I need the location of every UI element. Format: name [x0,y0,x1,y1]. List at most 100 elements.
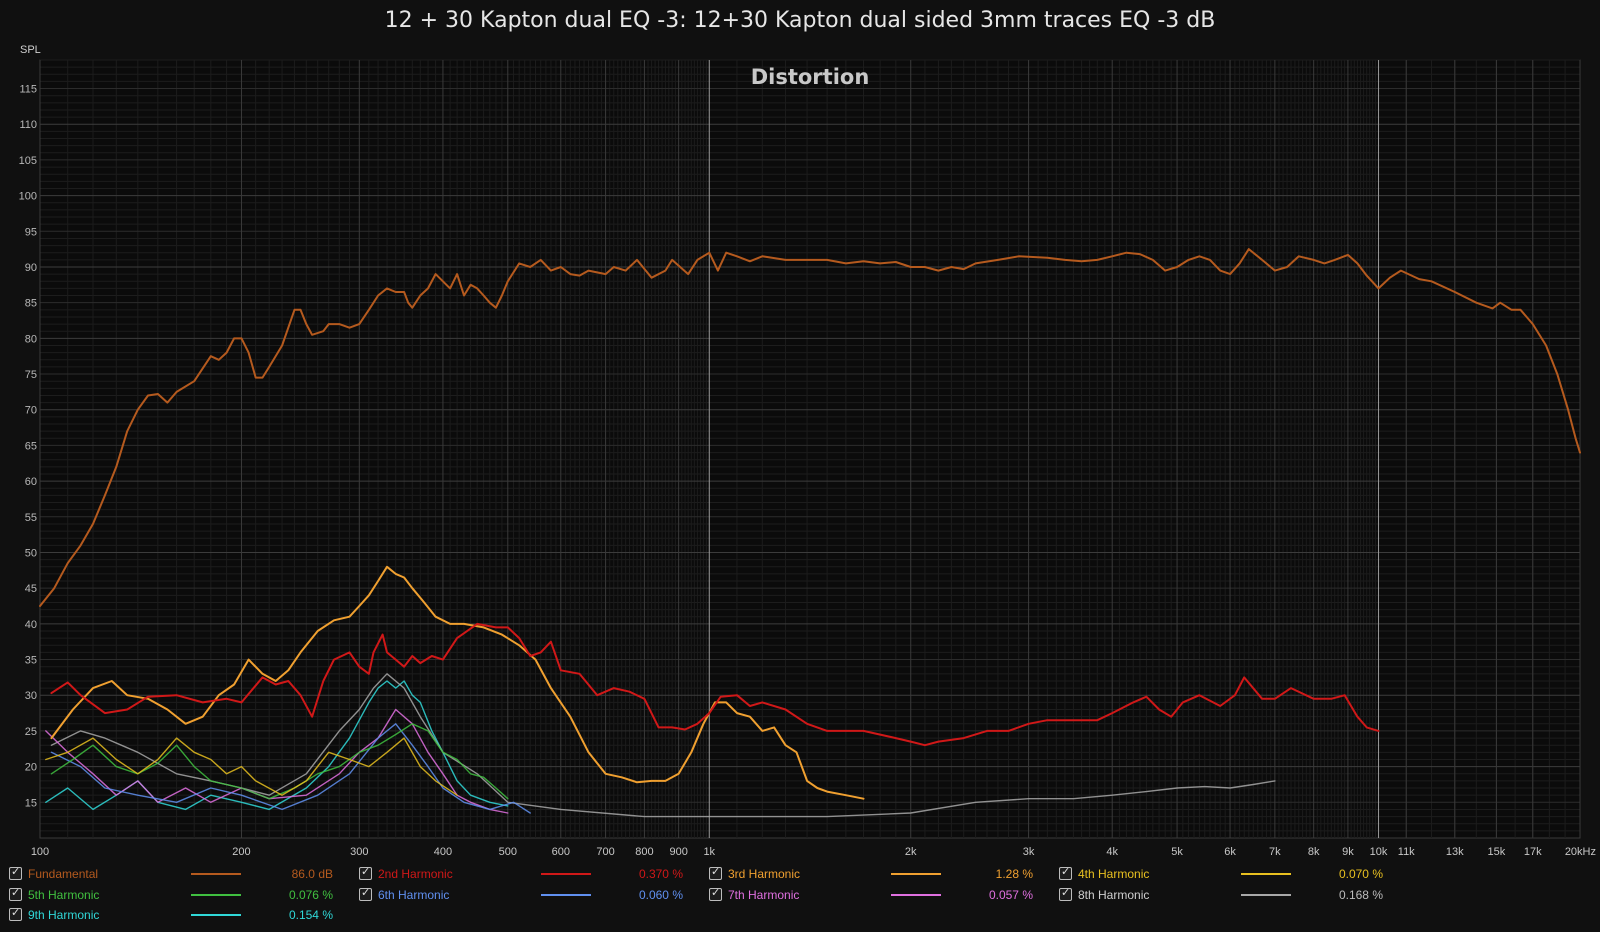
y-tick-label: 40 [25,619,37,631]
x-tick-label: 2k [905,846,917,858]
y-tick-label: 15 [25,797,37,809]
legend-label: 4th Harmonic [1078,867,1150,881]
legend-item-6th-harmonic: 6th Harmonic 0.060 % [358,885,698,905]
legend-label: 5th Harmonic [28,887,100,902]
y-tick-label: 95 [25,226,37,238]
x-tick-label: 1k [703,846,715,858]
series-lines [39,248,1581,818]
x-tick-label: 600 [552,846,570,858]
x-tick-label: 8k [1308,846,1320,858]
y-tick-label: 105 [19,155,37,167]
legend-swatch [191,893,241,896]
legend-value: 1.28 % [995,867,1033,881]
legend-value: 0.370 % [638,867,683,881]
legend-item-3rd-harmonic: 3rd Harmonic 1.28 % [708,864,1048,884]
legend-checkbox-8th-harmonic[interactable] [1059,886,1072,901]
legend-label: 7th Harmonic [728,887,800,902]
x-tick-label: 200 [232,846,250,858]
legend-swatch [891,873,941,875]
x-tick-label: 800 [635,846,653,858]
legend-item-4th-harmonic: 4th Harmonic 0.070 % [1058,864,1398,884]
plot-background [39,59,1581,839]
y-tick-label: 90 [25,262,37,274]
x-tick-label: 4k [1106,846,1118,858]
y-tick-label: 20 [25,762,37,774]
y-tick-label: 60 [25,476,37,488]
x-tick-label: 17k [1524,846,1542,858]
major-grid [39,60,1581,838]
x-tick-label: 700 [596,846,614,858]
y-tick-label: 50 [25,547,37,559]
series-fundamental-line [39,248,1581,607]
series-2nd-harmonic-line [50,622,1380,747]
series-4th-harmonic-line [45,737,458,796]
y-tick-label: 35 [25,655,37,667]
y-tick-label: 25 [25,726,37,738]
y-tick-label: 65 [25,440,37,452]
y-tick-label: 110 [19,119,37,131]
legend-label: 9th Harmonic [28,908,100,922]
y-axis-label: SPL [20,44,41,56]
legend-swatch [1241,873,1291,875]
legend-checkbox-7th-harmonic[interactable] [709,886,722,901]
legend-item-8th-harmonic: 8th Harmonic 0.168 % [1058,885,1398,905]
legend-label: 8th Harmonic [1078,887,1150,902]
legend-swatch [541,873,591,875]
legend-checkbox-4th-harmonic[interactable] [1059,865,1072,880]
x-tick-label: 500 [499,846,517,858]
legend-value: 0.070 % [1338,867,1383,881]
legend-item-2nd-harmonic: 2nd Harmonic 0.370 % [358,864,698,884]
x-tick-label: 5k [1171,846,1183,858]
legend-item-5th-harmonic: 5th Harmonic 0.076 % [8,885,348,905]
x-tick-label: 3k [1023,846,1035,858]
series-6th-harmonic-line [50,723,531,814]
x-tick-label: 900 [669,846,687,858]
legend-label: 3rd Harmonic [728,867,801,881]
legend-item-9th-harmonic: 9th Harmonic 0.154 % [8,905,348,925]
legend-item-7th-harmonic: 7th Harmonic 0.057 % [708,885,1048,905]
legend-checkbox-5th-harmonic[interactable] [9,886,22,901]
y-tick-label: 45 [25,583,37,595]
y-tick-label: 100 [19,191,37,203]
y-tick-label: 115 [19,84,37,96]
y-tick-label: 80 [25,333,37,345]
legend-checkbox-2nd-harmonic[interactable] [359,865,372,880]
y-tick-label: 30 [25,690,37,702]
legend-value: 0.154 % [288,908,333,922]
panel-label: Distortion [751,65,870,89]
legend-swatch [891,893,941,896]
x-tick-label: 15k [1488,846,1506,858]
x-axis-ticks: 100 200 300 400 500 600 700 800 900 1k 2k 3k 4k 5k 6k 7… [31,846,1596,858]
x-tick-label: 20kHz [1565,846,1596,858]
x-tick-label: 300 [350,846,368,858]
x-tick-label: 7k [1269,846,1281,858]
y-tick-label: 75 [25,369,37,381]
legend-value: 0.168 % [1338,887,1383,902]
legend-value: 0.060 % [638,887,683,902]
chart-title: 12 + 30 Kapton dual EQ -3: 12+30 Kapton … [384,8,1216,33]
legend-checkbox-fundamental[interactable] [9,865,22,880]
x-tick-label: 11k [1398,846,1415,858]
legend-swatch [191,873,241,875]
x-tick-label: 10k [1370,846,1388,858]
y-tick-label: 85 [25,298,37,310]
legend-value: 86.0 dB [291,867,333,881]
x-tick-label: 100 [31,846,49,858]
legend-label: 2nd Harmonic [378,867,453,881]
legend-checkbox-9th-harmonic[interactable] [9,906,22,921]
legend-label: Fundamental [28,867,99,881]
y-tick-label: 70 [25,405,37,417]
legend-item-fundamental: Fundamental 86.0 dB [8,864,348,884]
legend-swatch [1241,893,1291,896]
series-3rd-harmonic-line [50,565,865,800]
y-tick-label: 55 [25,512,37,524]
x-tick-label: 400 [434,846,452,858]
legend-checkbox-6th-harmonic[interactable] [359,886,372,901]
legend-label: 6th Harmonic [378,887,450,902]
legend-value: 0.076 % [288,887,333,902]
legend: Fundamental 86.0 dB 2nd Harmonic 0.370 % 3rd… [0,864,1600,932]
legend-swatch [541,893,591,896]
legend-checkbox-3rd-harmonic[interactable] [709,865,722,880]
legend-swatch [191,914,241,916]
x-tick-label: 13k [1446,846,1464,858]
